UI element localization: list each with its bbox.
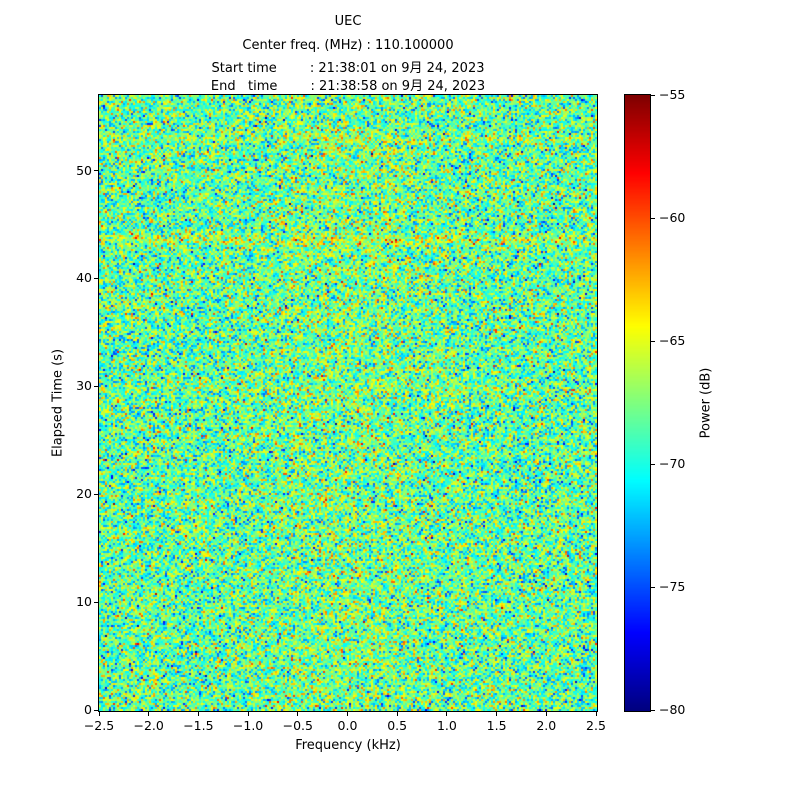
heatmap-plot xyxy=(98,94,598,712)
x-tick-mark xyxy=(347,712,348,716)
colorbar-tick-mark xyxy=(651,217,655,219)
colorbar-tick-mark xyxy=(651,340,655,342)
x-tick-mark xyxy=(496,712,498,716)
colorbar-tick-label: −60 xyxy=(659,210,686,225)
y-tick-label: 10 xyxy=(76,594,92,610)
y-tick-mark xyxy=(94,277,98,279)
colorbar-tick-label: −65 xyxy=(659,333,686,348)
x-tick-mark xyxy=(396,712,398,716)
colorbar-gradient-canvas xyxy=(625,95,650,711)
x-tick-label: 1.0 xyxy=(436,718,457,733)
x-tick-mark xyxy=(297,712,299,716)
colorbar-tick-mark xyxy=(651,709,655,711)
center-freq-line: Center freq. (MHz) : 110.100000 xyxy=(242,38,454,53)
colorbar xyxy=(624,94,651,712)
y-tick-label: 30 xyxy=(76,378,92,394)
colorbar-label: Power (dB) xyxy=(698,367,714,439)
colorbar-tick-label: −80 xyxy=(659,702,686,717)
y-tick-label: 40 xyxy=(76,270,92,286)
x-tick-mark xyxy=(595,712,597,716)
colorbar-tick-mark xyxy=(651,94,655,96)
x-tick-label: 0.5 xyxy=(387,718,408,733)
end-time-line: End time : 21:38:58 on 9月 24, 2023 xyxy=(210,79,486,94)
x-tick-label: −1.5 xyxy=(183,718,214,733)
y-tick-label: 0 xyxy=(84,702,92,717)
y-tick-label: 20 xyxy=(76,486,92,502)
y-tick-mark xyxy=(94,601,98,603)
x-tick-label: −2.5 xyxy=(83,718,115,733)
start-time-line: Start time : 21:38:01 on 9月 24, 2023 xyxy=(211,61,485,76)
colorbar-tick-label: −70 xyxy=(659,456,686,471)
colorbar-tick-label: −75 xyxy=(659,579,686,594)
x-tick-mark xyxy=(98,712,100,716)
y-tick-mark xyxy=(94,493,98,495)
x-tick-label: −0.5 xyxy=(282,718,313,733)
y-tick-mark xyxy=(94,385,98,387)
colorbar-tick-label: −55 xyxy=(659,87,686,102)
x-tick-label: 0.0 xyxy=(337,718,358,733)
x-tick-label: 2.5 xyxy=(586,718,606,733)
x-tick-label: −2.0 xyxy=(133,718,164,733)
chart-title: UEC xyxy=(334,14,362,29)
heatmap-canvas xyxy=(99,95,597,711)
x-tick-mark xyxy=(247,712,249,716)
y-axis-label: Elapsed Time (s) xyxy=(50,348,66,458)
x-tick-label: 2.0 xyxy=(536,718,557,733)
y-tick-mark xyxy=(94,170,98,172)
colorbar-tick-mark xyxy=(651,586,655,588)
x-axis-label: Frequency (kHz) xyxy=(295,738,401,753)
x-tick-mark xyxy=(197,712,199,716)
colorbar-tick-mark xyxy=(651,463,655,465)
x-tick-mark xyxy=(148,712,150,716)
x-tick-mark xyxy=(545,712,547,716)
y-tick-mark xyxy=(94,709,98,711)
y-tick-label: 50 xyxy=(76,162,92,178)
x-tick-label: 1.5 xyxy=(486,718,507,733)
x-tick-mark xyxy=(446,712,448,716)
x-tick-label: −1.0 xyxy=(232,718,264,733)
